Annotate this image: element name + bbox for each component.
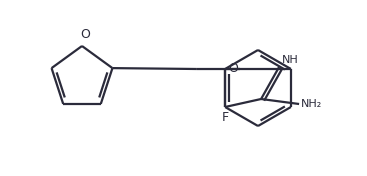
Text: O: O (228, 62, 238, 76)
Text: O: O (80, 28, 90, 41)
Text: NH₂: NH₂ (301, 99, 322, 109)
Text: F: F (222, 111, 229, 124)
Text: NH: NH (282, 55, 299, 65)
